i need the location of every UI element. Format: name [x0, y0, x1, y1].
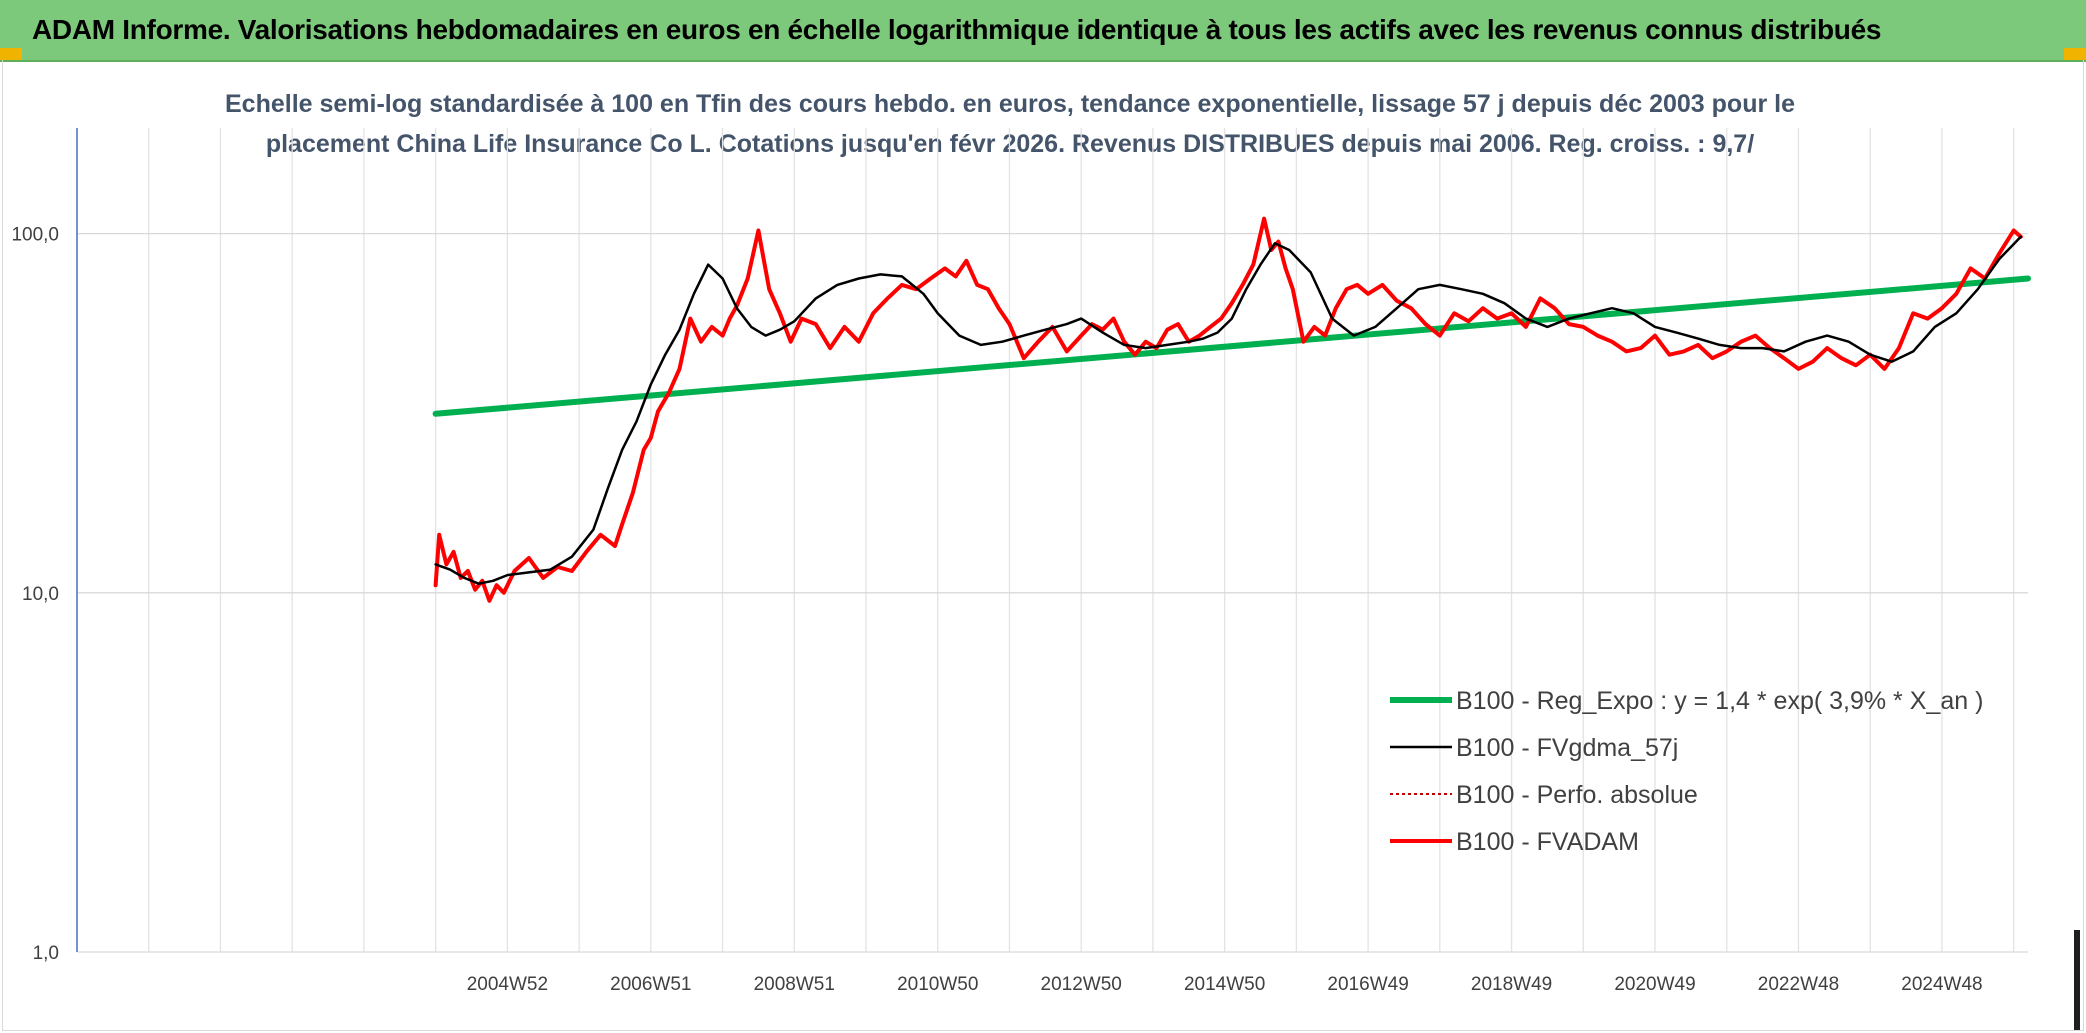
legend-label-1: B100 - Reg_Expo : y = 1,4 * exp( 3,9% * … — [1456, 687, 1983, 715]
axis-layer: 1,0 10,0 100,0 2004W52 2006W51 2008W51 2010W50… — [11, 128, 1983, 995]
x-tick-label: 2010W50 — [897, 974, 978, 995]
series-line-2 — [434, 235, 2023, 585]
y-tick-label: 100,0 — [11, 225, 59, 246]
x-tick-label: 2006W51 — [610, 974, 691, 995]
series-line-4 — [433, 216, 2023, 603]
x-tick-label: 2016W49 — [1327, 974, 1408, 995]
x-tick-label: 2012W50 — [1041, 974, 1122, 995]
legend-label-3: B100 - Perfo. absolue — [1456, 781, 1698, 809]
header-bar: ADAM Informe. Valorisations hebdomadaire… — [0, 0, 2086, 62]
x-tick-label: 2008W51 — [754, 974, 835, 995]
chart-frame — [2, 60, 2084, 1031]
corner-marker-right — [2064, 48, 2086, 60]
series-line-1 — [432, 275, 2031, 417]
x-tick-label: 2014W50 — [1184, 974, 1265, 995]
legend: B100 - Reg_Expo : y = 1,4 * exp( 3,9% * … — [1390, 687, 1983, 856]
legend-label-2: B100 - FVgdma_57j — [1456, 734, 1678, 762]
page-title: ADAM Informe. Valorisations hebdomadaire… — [32, 14, 1882, 45]
y-tick-label: 10,0 — [22, 584, 59, 605]
y-tick-label: 1,0 — [33, 943, 59, 964]
x-tick-label: 2004W52 — [467, 974, 548, 995]
x-tick-label: 2022W48 — [1758, 974, 1839, 995]
x-tick-label: 2020W49 — [1614, 974, 1695, 995]
chart-title-line-1: Echelle semi-log standardisée à 100 en T… — [225, 90, 1795, 118]
legend-label-4: B100 - FVADAM — [1456, 828, 1639, 856]
corner-marker-left — [0, 48, 22, 60]
grid-layer — [77, 128, 2028, 953]
series-layer — [432, 216, 2031, 603]
x-tick-label: 2018W49 — [1471, 974, 1552, 995]
right-edge-marker — [2074, 930, 2080, 1030]
x-tick-label: 2024W48 — [1901, 974, 1982, 995]
